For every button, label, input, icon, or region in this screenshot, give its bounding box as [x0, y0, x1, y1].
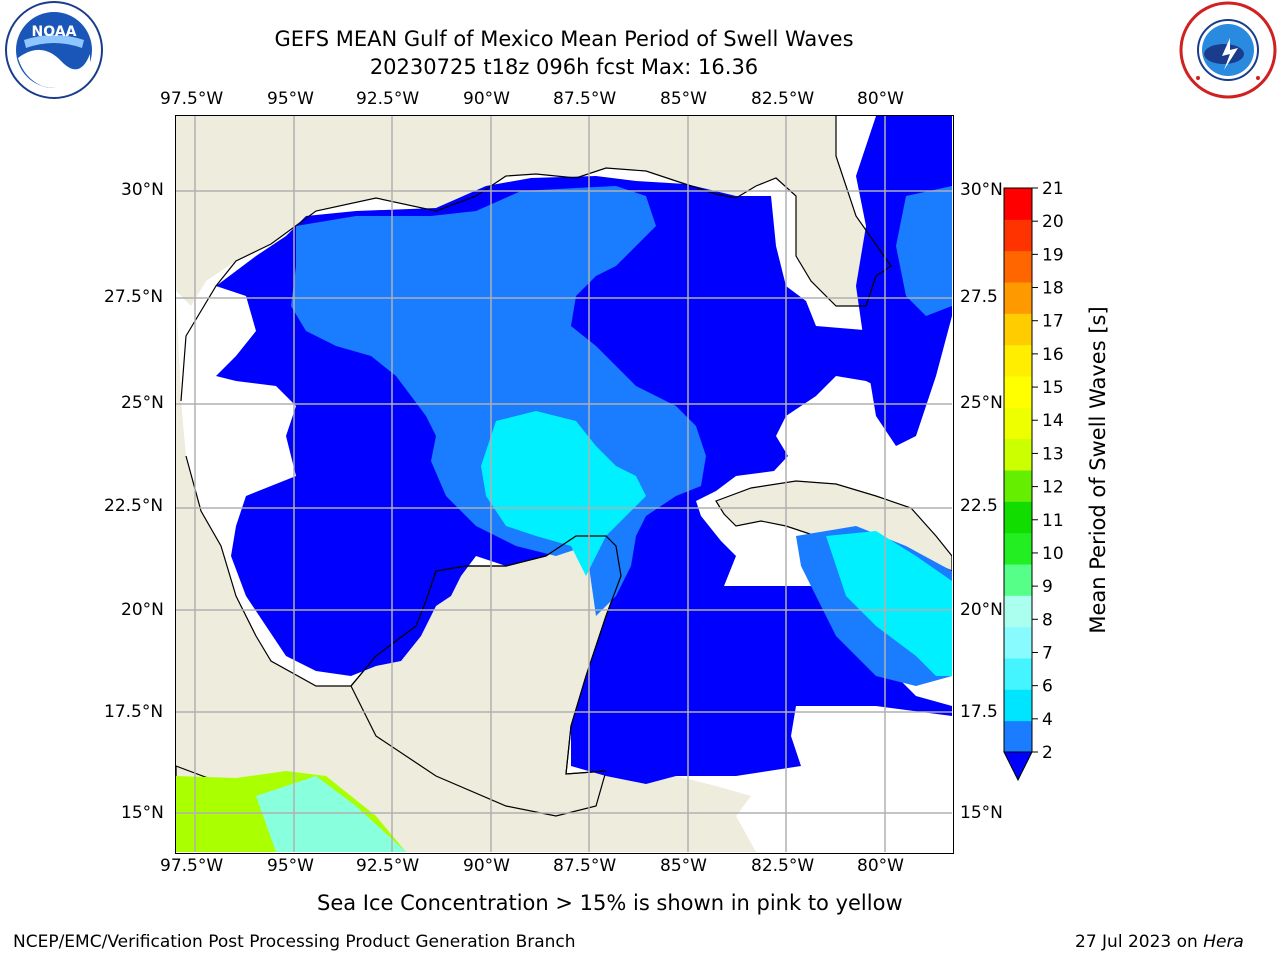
colorbar-tick-label: 11: [1042, 511, 1064, 531]
lat-tick-right: 20°N: [960, 600, 1003, 620]
lon-tick-bottom: 82.5°W: [751, 856, 815, 876]
noaa-logo: NOAA: [5, 1, 103, 99]
colorbar-tick-label: 7: [1042, 643, 1053, 663]
colorbar-segment: [1004, 438, 1032, 471]
colorbar-segment: [1004, 376, 1032, 408]
colorbar-tick-label: 18: [1042, 279, 1064, 299]
lon-tick-top: 85°W: [660, 89, 707, 109]
colorbar-label: Mean Period of Swell Waves [s]: [1086, 306, 1110, 634]
lat-tick-left: 20°N: [121, 600, 164, 620]
colorbar-tick-label: 2: [1042, 743, 1053, 763]
coastline-north: [180, 116, 892, 402]
lat-tick-right: 22.5: [960, 496, 998, 516]
lat-tick-left: 22.5°N: [104, 496, 164, 516]
map-canvas: [176, 116, 952, 852]
atlantic-band-mid: [896, 186, 952, 316]
colorbar-tick-label: 4: [1042, 710, 1053, 730]
colorbar-tick-label: 15: [1042, 378, 1064, 398]
lon-tick-bottom: 92.5°W: [356, 856, 420, 876]
lat-tick-left: 30°N: [121, 180, 164, 200]
colorbar-tick-label: 16: [1042, 345, 1064, 365]
colorbar-tick-label: 8: [1042, 610, 1053, 630]
lon-tick-top: 82.5°W: [751, 89, 815, 109]
lat-tick-left: 17.5°N: [104, 702, 164, 722]
footer-date-text: 27 Jul 2023 on: [1075, 932, 1204, 952]
colorbar-segment: [1004, 407, 1032, 440]
colorbar-segment: [1004, 564, 1032, 596]
colorbar-tick-label: 20: [1042, 212, 1064, 232]
period-band-high: [481, 411, 646, 576]
colorbar-segment: [1004, 188, 1032, 220]
nws-logo: [1179, 1, 1277, 99]
footer-branch: NCEP/EMC/Verification Post Processing Pr…: [13, 932, 576, 952]
lat-tick-right: 30°N: [960, 180, 1003, 200]
colorbar-segment: [1004, 720, 1032, 753]
lon-tick-bottom: 97.5°W: [160, 856, 224, 876]
lon-tick-bottom: 80°W: [857, 856, 904, 876]
colorbar-segment: [1004, 470, 1032, 502]
caribbean-band-high: [826, 531, 952, 676]
sea-ice-note: Sea Ice Concentration > 15% is shown in …: [317, 891, 903, 915]
lon-tick-top: 95°W: [267, 89, 314, 109]
colorbar-tick-label: 9: [1042, 577, 1053, 597]
lon-tick-bottom: 95°W: [267, 856, 314, 876]
colorbar-segment: [1004, 250, 1032, 283]
colorbar: 2 4 6 7 8 9 10 11 12 13 14 15 16 17 18 19 20 21: [1003, 180, 1064, 782]
colorbar-tick-label: 19: [1042, 245, 1064, 265]
lon-tick-top: 87.5°W: [553, 89, 617, 109]
coastline: [185, 455, 622, 775]
graticule: [176, 116, 952, 852]
colorbar-segment: [1004, 313, 1032, 346]
lat-tick-left: 27.5°N: [104, 287, 164, 307]
noaa-logo-text: NOAA: [32, 24, 77, 40]
footer-host: Hera: [1203, 932, 1244, 952]
lon-tick-bottom: 87.5°W: [553, 856, 617, 876]
colorbar-extend-arrow: [1003, 751, 1033, 782]
lat-tick-left: 15°N: [121, 803, 164, 823]
colorbar-segment: [1004, 595, 1032, 628]
lat-tick-right: 17.5: [960, 702, 998, 722]
colorbar-tick-label: 17: [1042, 312, 1064, 332]
chart-subtitle: 20230725 t18z 096h fcst Max: 16.36: [369, 55, 759, 79]
lon-tick-top: 97.5°W: [160, 89, 224, 109]
lon-tick-bottom: 85°W: [660, 856, 707, 876]
chart-title: GEFS MEAN Gulf of Mexico Mean Period of …: [274, 27, 854, 51]
footer-date: 27 Jul 2023 on Hera: [1075, 932, 1244, 952]
colorbar-segment: [1004, 658, 1032, 690]
colorbar-segment: [1004, 532, 1032, 565]
colorbar-tick-label: 13: [1042, 444, 1064, 464]
colorbar-segment: [1004, 344, 1032, 377]
colorbar-tick-label: 10: [1042, 544, 1064, 564]
lat-tick-left: 25°N: [121, 393, 164, 413]
lon-tick-top: 92.5°W: [356, 89, 420, 109]
colorbar-segment: [1004, 501, 1032, 534]
colorbar-segment: [1004, 626, 1032, 659]
lat-tick-right: 15°N: [960, 803, 1003, 823]
colorbar-segment: [1004, 219, 1032, 252]
lon-tick-top: 90°W: [463, 89, 510, 109]
colorbar-segment: [1004, 282, 1032, 314]
colorbar-tick-label: 14: [1042, 411, 1064, 431]
lat-tick-right: 27.5: [960, 287, 998, 307]
lat-tick-right: 25°N: [960, 393, 1003, 413]
colorbar-tick-label: 21: [1042, 180, 1064, 199]
colorbar-tick-label: 12: [1042, 478, 1064, 498]
lon-tick-top: 80°W: [857, 89, 904, 109]
lon-tick-bottom: 90°W: [463, 856, 510, 876]
colorbar-tick-label: 6: [1042, 677, 1053, 697]
colorbar-segment: [1004, 689, 1032, 722]
colorbar-frame: [1003, 187, 1033, 753]
map-panel: [175, 115, 954, 854]
